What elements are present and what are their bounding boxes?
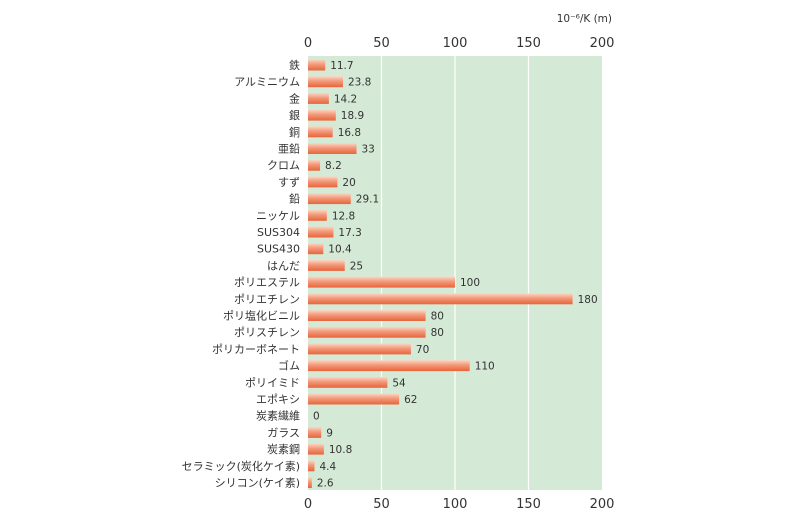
category-label: 銀 (289, 108, 300, 122)
category-label: SUS304 (257, 226, 300, 239)
category-label: 炭素繊維 (256, 410, 300, 423)
bar (308, 393, 400, 405)
data-label: 29.1 (356, 194, 379, 206)
x-tick-label-bottom: 100 (443, 497, 468, 512)
data-label: 14.2 (334, 93, 357, 105)
data-label: 9 (326, 427, 333, 439)
bar (308, 243, 324, 255)
bar (308, 143, 357, 154)
category-label: ポリ塩化ビニル (223, 309, 300, 323)
data-label: 23.8 (348, 77, 371, 89)
category-label: エポキシ (256, 393, 300, 406)
x-tick-label-bottom: 0 (304, 497, 312, 512)
bar (308, 176, 338, 188)
category-label: 亜鉛 (278, 142, 300, 156)
x-tick-label-top: 200 (590, 36, 615, 51)
bar (308, 477, 312, 488)
category-label: アルミニウム (234, 76, 300, 89)
data-label: 54 (392, 377, 406, 389)
data-label: 17.3 (338, 227, 361, 239)
x-tick-label-top: 50 (373, 36, 390, 51)
data-label: 4.4 (319, 461, 336, 473)
x-tick-label-bottom: 200 (590, 497, 615, 512)
bar (308, 59, 326, 71)
bar (308, 426, 322, 438)
bar (308, 293, 573, 305)
category-label: ポリカーボネート (212, 343, 300, 356)
data-label: 100 (460, 277, 480, 289)
category-label: はんだ (267, 259, 300, 272)
data-label: 8.2 (325, 160, 342, 172)
bar (308, 159, 321, 171)
bar (308, 276, 455, 288)
bar (308, 109, 336, 121)
data-label: 62 (404, 394, 417, 406)
top-axis-ticks: 0 50 100 150 200 (304, 36, 615, 51)
category-label: SUS430 (257, 243, 300, 256)
category-label: ガラス (267, 426, 300, 439)
data-label: 12.8 (332, 210, 355, 222)
bar (308, 259, 345, 271)
bottom-axis-ticks: 0 50 100 150 200 (304, 497, 615, 512)
unit-label: 10⁻⁶/K (m) (557, 13, 612, 25)
category-label: 炭素鋼 (267, 442, 300, 456)
x-tick-label-top: 0 (304, 36, 312, 51)
data-label: 16.8 (338, 127, 361, 139)
bar (308, 460, 315, 472)
category-label: ポリスチレン (234, 326, 300, 339)
category-label: すず (278, 176, 300, 189)
data-label: 10.4 (328, 244, 352, 256)
gridlines (380, 56, 530, 490)
data-label: 80 (431, 327, 444, 339)
category-label: 銅 (289, 125, 300, 139)
data-label: 18.9 (341, 110, 364, 122)
bar (308, 92, 329, 104)
bar (308, 193, 351, 205)
category-label: ポリイミド (245, 376, 300, 389)
bar (308, 376, 388, 388)
bar (308, 226, 334, 238)
category-label: ポリエチレン (234, 293, 300, 306)
category-label: セラミック(炭化ケイ素) (182, 459, 300, 473)
category-label: ポリエステル (234, 276, 300, 289)
data-label: 10.8 (329, 444, 352, 456)
data-label: 80 (431, 311, 444, 323)
x-tick-label-bottom: 50 (373, 497, 390, 512)
data-label: 11.7 (330, 60, 353, 72)
data-label: 180 (578, 294, 598, 306)
data-label: 33 (362, 144, 375, 156)
data-label: 25 (350, 260, 363, 272)
category-label: 鉄 (289, 58, 300, 72)
x-tick-label-top: 150 (516, 36, 541, 51)
bar (308, 343, 411, 355)
bars (308, 59, 573, 488)
data-label: 70 (416, 344, 429, 356)
category-label: ゴム (278, 359, 300, 373)
bar (308, 126, 333, 138)
data-label: 2.6 (317, 478, 334, 490)
category-label: 金 (289, 91, 300, 105)
bar (308, 209, 327, 221)
category-label: シリコン(ケイ素) (215, 477, 300, 490)
x-tick-label-top: 100 (443, 36, 468, 51)
bar (308, 326, 426, 338)
data-label: 110 (475, 361, 495, 373)
bar (308, 360, 470, 372)
bar (308, 310, 426, 321)
x-tick-label-bottom: 150 (516, 497, 541, 512)
category-label: クロム (267, 159, 300, 172)
category-label: ニッケル (256, 209, 300, 222)
data-label: 0 (313, 411, 320, 423)
bar (308, 443, 324, 455)
bar (308, 76, 343, 88)
category-label: 鉛 (289, 192, 300, 206)
data-label: 20 (342, 177, 355, 189)
